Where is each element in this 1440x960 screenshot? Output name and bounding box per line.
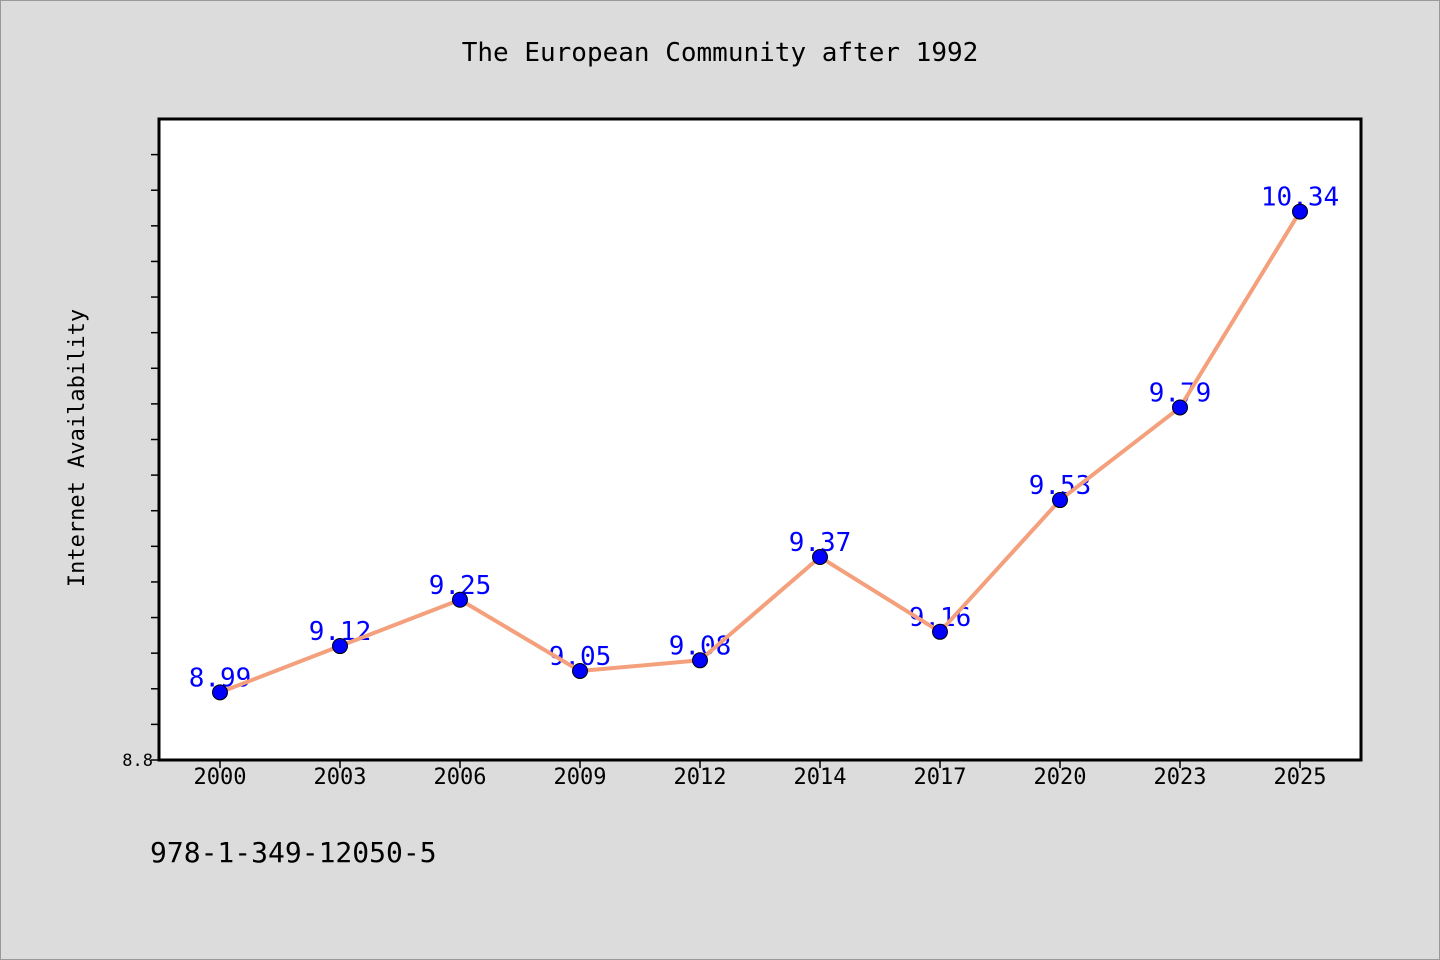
data-point: [572, 662, 588, 679]
data-point: [932, 623, 948, 640]
series-layer: [212, 203, 1308, 701]
chart-title: The European Community after 1992: [462, 38, 979, 68]
x-tick-label: 2025: [1274, 765, 1327, 790]
x-tick-label: 2020: [1034, 765, 1087, 790]
y-axis-label: Internet Availability: [65, 309, 90, 587]
x-tick-label: 2006: [434, 765, 487, 790]
x-tick-label: 2003: [314, 765, 367, 790]
plot-area: [157, 117, 1363, 762]
x-tick-label: 2012: [674, 765, 727, 790]
y-tick-label: 8.8: [122, 751, 153, 771]
data-point: [212, 684, 228, 701]
data-point: [1172, 399, 1188, 416]
data-point: [452, 591, 468, 608]
x-tick-label: 2000: [194, 765, 247, 790]
isbn-text: 978-1-349-12050-5: [150, 836, 437, 869]
data-point: [332, 638, 348, 655]
y-axis-ticks: 8.8: [122, 153, 159, 771]
series-line: [218, 209, 1302, 695]
x-tick-label: 2009: [554, 765, 607, 790]
data-point: [692, 652, 708, 669]
data-point: [1292, 203, 1308, 220]
x-tick-label: 2023: [1154, 765, 1207, 790]
x-axis-ticks: 2000 2003 2006 2009 2012 2014 2017 2020 2023 2025: [194, 760, 1327, 790]
data-point: [812, 549, 828, 566]
x-tick-label: 2014: [794, 765, 847, 790]
data-point: [1052, 492, 1068, 509]
x-tick-label: 2017: [914, 765, 967, 790]
